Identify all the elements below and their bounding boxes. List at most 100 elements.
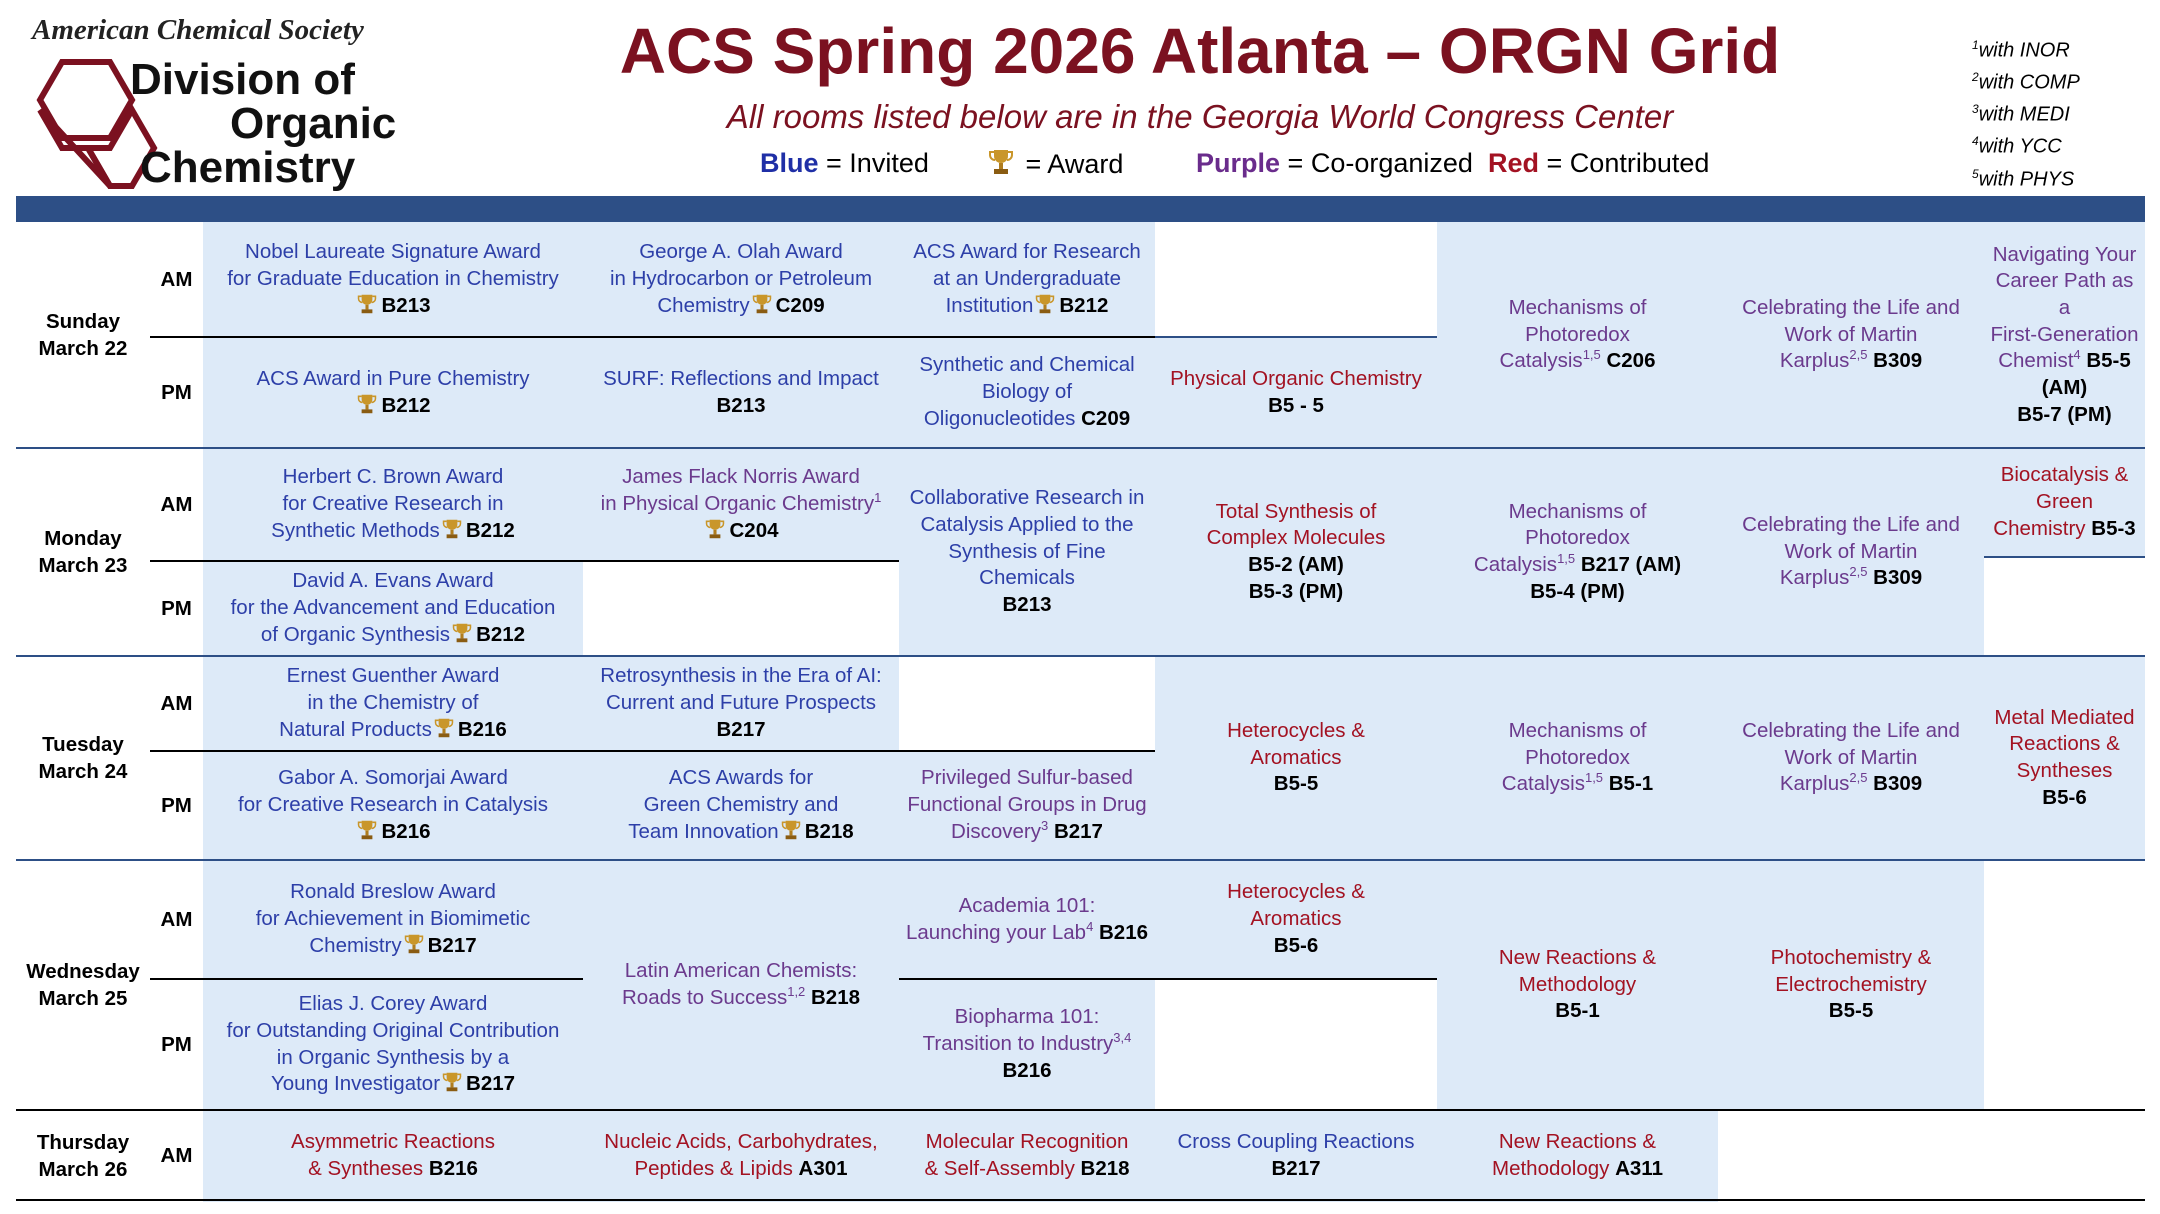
room-label: B217 (AM) bbox=[1580, 553, 1682, 576]
session-tue-6: Celebrating the Life and Work of Martin Ka… bbox=[1718, 656, 1984, 860]
session-title-line: ACS Awards for bbox=[668, 766, 814, 790]
session-title-line: Work of Martin bbox=[1784, 539, 1918, 563]
session-title-line: Elias J. Corey Award bbox=[298, 992, 488, 1016]
room-label: B212 bbox=[381, 393, 431, 417]
trophy-icon bbox=[706, 519, 725, 539]
session-title-line: for Outstanding Original Contribution bbox=[226, 1018, 560, 1042]
footnote-ref: 3,4 bbox=[1113, 1030, 1132, 1046]
room-label-secondary: B5-3 (PM) bbox=[1248, 579, 1344, 603]
grid-divider bbox=[1155, 336, 1437, 338]
session-thu-3: Molecular Recognition & Self-Assembly B21… bbox=[899, 1110, 1155, 1202]
session-title-line: Chemicals bbox=[979, 566, 1075, 590]
day-label: Tuesday March 24 bbox=[38, 733, 128, 783]
session-title-line: at an Undergraduate bbox=[932, 267, 1122, 291]
session-title-line: Metal Mediated bbox=[1994, 705, 2135, 729]
footnote-ref: 1,5 bbox=[1584, 770, 1604, 786]
grid-divider bbox=[150, 750, 1155, 752]
session-title-line: SURF: Reflections and Impact bbox=[603, 366, 879, 390]
session-title-line: & Self-Assembly bbox=[924, 1157, 1075, 1180]
room-label: C209 bbox=[1081, 406, 1131, 430]
room-label: B213 bbox=[716, 393, 766, 417]
session-title-with-room: Natural Products B216 bbox=[279, 717, 507, 744]
session-title-line: Catalysis bbox=[1473, 553, 1558, 576]
room-label-secondary: B5-7 (PM) bbox=[2017, 402, 2112, 426]
grid-divider bbox=[16, 447, 2145, 449]
session-room-line: B212 bbox=[355, 393, 431, 420]
trophy-icon bbox=[752, 294, 771, 314]
session-room-line: B5-5 bbox=[1829, 998, 1873, 1025]
session-sun-pm-4: Physical Organic Chemistry B5 - 5 bbox=[1155, 337, 1437, 448]
logo-line-2: Organic bbox=[230, 99, 397, 148]
session-mon-am-7: Biocatalysis & Green Chemistry B5-3 bbox=[1984, 448, 2145, 557]
session-title-with-room: Institution B212 bbox=[946, 293, 1109, 320]
room-label: C206 bbox=[1606, 349, 1656, 373]
session-title-with-room: Synthetic Methods B212 bbox=[271, 518, 515, 545]
session-title-line: for Creative Research in Catalysis bbox=[238, 793, 548, 817]
session-title-with-room: of Organic Synthesis B212 bbox=[261, 622, 525, 649]
session-title-with-room: Karplus2,5 B309 bbox=[1780, 771, 1922, 798]
session-thu-5: New Reactions & Methodology A311 bbox=[1437, 1110, 1718, 1202]
session-title-with-room: & Self-Assembly B218 bbox=[924, 1156, 1129, 1183]
session-title-line: Academia 101: bbox=[958, 893, 1096, 917]
session-title-line: Photoredox bbox=[1525, 745, 1630, 769]
empty-slot bbox=[1155, 979, 1437, 1110]
legend-award: = Award bbox=[1025, 149, 1124, 179]
footnote-5: 5with PHYS bbox=[1972, 166, 2075, 191]
empty-slot bbox=[1984, 557, 2145, 656]
session-title-line: Molecular Recognition bbox=[925, 1130, 1129, 1154]
session-thu-1: Asymmetric Reactions & Syntheses B216 bbox=[203, 1110, 583, 1202]
grid-divider bbox=[16, 859, 2145, 861]
session-title-line: ACS Award for Research bbox=[913, 240, 1141, 264]
session-title-line: Team Innovation bbox=[628, 819, 779, 843]
session-room-line: B213 bbox=[716, 393, 765, 420]
slot-pm-label: PM bbox=[161, 1032, 192, 1056]
footnote-ref: 1,5 bbox=[1582, 347, 1601, 363]
grid-divider bbox=[150, 560, 899, 562]
session-title-line: Latin American Chemists: bbox=[624, 959, 858, 983]
room-label: B5-5 bbox=[1828, 999, 1874, 1023]
page-title: ACS Spring 2026 Atlanta – ORGN Grid bbox=[619, 15, 1781, 87]
grid-divider bbox=[150, 336, 1155, 338]
session-title-line: David A. Evans Award bbox=[292, 569, 494, 593]
room-label: B5-2 (AM) bbox=[1248, 553, 1344, 576]
grid-divider bbox=[16, 1109, 2145, 1111]
session-title-line: Green Chemistry and bbox=[643, 793, 839, 817]
session-tue-pm-2: ACS Awards for Green Chemistry and Team In… bbox=[583, 751, 899, 860]
session-title-line: Electrochemistry bbox=[1775, 972, 1927, 996]
session-title-with-room: Chemistry B217 bbox=[309, 933, 476, 960]
footnote-ref: 4 bbox=[2073, 347, 2081, 363]
footnote-ref: 1,2 bbox=[787, 984, 806, 1000]
legend-red-word: Red bbox=[1488, 148, 1540, 178]
room-label-secondary: B5-4 (PM) bbox=[1530, 579, 1625, 603]
room-label: B309 bbox=[1873, 566, 1923, 590]
session-title-with-room: Young Investigator B217 bbox=[271, 1071, 515, 1098]
session-title-line: Physical Organic Chemistry bbox=[1170, 366, 1422, 390]
session-title-line: Heterocycles & bbox=[1227, 880, 1365, 904]
room-label: C209 bbox=[775, 293, 825, 317]
session-title-line: Transition to Industry bbox=[922, 1032, 1114, 1056]
room-label: B218 bbox=[804, 819, 854, 843]
page-subtitle: All rooms listed below are in the Georgi… bbox=[726, 98, 1674, 135]
session-tue-5: Mechanisms of Photoredox Catalysis1,5 B5-1 bbox=[1437, 656, 1718, 860]
session-title-line: Natural Products bbox=[279, 717, 432, 741]
session-title-line: Privileged Sulfur-based bbox=[921, 766, 1133, 790]
footnote-3: 3with MEDI bbox=[1972, 102, 2070, 126]
session-title-with-room: Roads to Success1,2 B218 bbox=[622, 985, 860, 1012]
session-title-line: Nucleic Acids, Carbohydrates, bbox=[604, 1130, 878, 1154]
session-title-line: Chemistry bbox=[1993, 516, 2086, 540]
session-room-line: B5-6 bbox=[1274, 933, 1318, 960]
session-title-with-room: Karplus2,5 B309 bbox=[1780, 565, 1922, 592]
session-room-line: B213 bbox=[1002, 592, 1051, 619]
legend-contributed: = Contributed bbox=[1546, 148, 1710, 178]
slot-am-label: AM bbox=[160, 691, 193, 715]
room-label: B5-3 bbox=[2091, 516, 2136, 540]
session-title-line: Reactions & bbox=[2009, 732, 2120, 756]
session-title-line: New Reactions & bbox=[1498, 1130, 1657, 1154]
session-title-line: Discovery bbox=[951, 819, 1042, 843]
session-title-line: Synthetic and Chemical bbox=[919, 353, 1135, 377]
trophy-icon bbox=[1036, 294, 1055, 314]
room-label: B216 bbox=[428, 1157, 478, 1180]
session-title-line: Photochemistry & bbox=[1770, 945, 1932, 969]
header-bar bbox=[16, 196, 2145, 222]
room-label: B309 bbox=[1873, 772, 1923, 796]
